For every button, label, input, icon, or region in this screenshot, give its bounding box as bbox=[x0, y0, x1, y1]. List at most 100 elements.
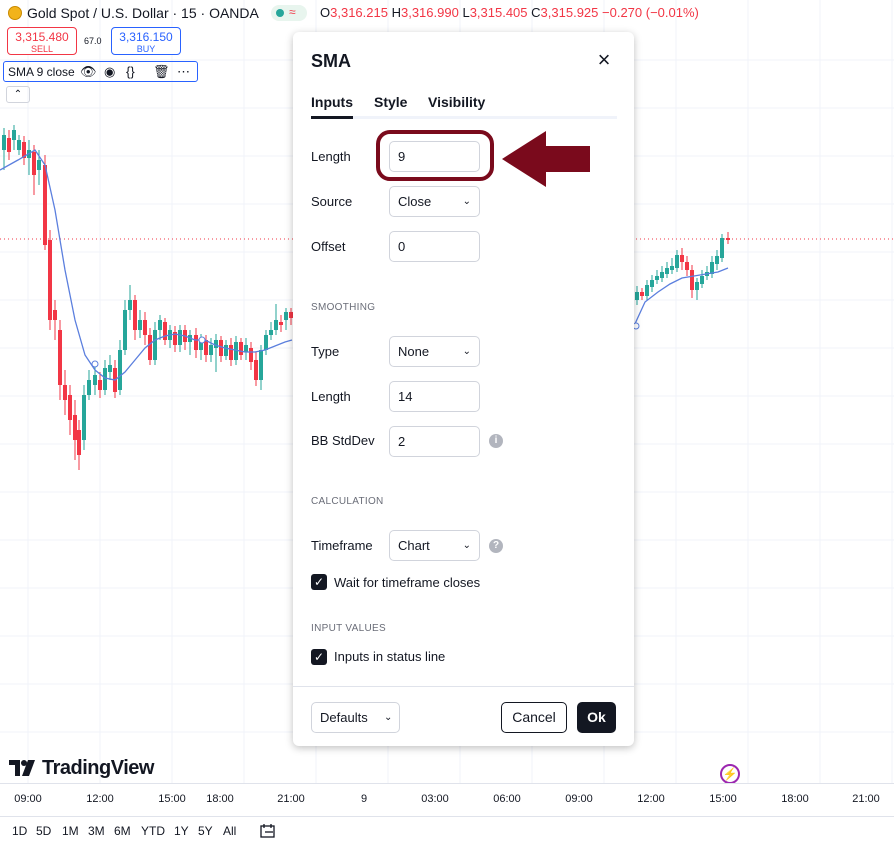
buy-button[interactable]: 3,316.150 BUY bbox=[111, 27, 181, 55]
time-tick: 21:00 bbox=[277, 793, 305, 805]
ohlc-readout: O3,316.215 H3,316.990 L3,315.405 C3,315.… bbox=[320, 5, 699, 20]
sma-point-marker[interactable] bbox=[91, 360, 99, 368]
defaults-dropdown[interactable]: Defaults ⌄ bbox=[311, 702, 400, 733]
candle-body bbox=[22, 142, 26, 158]
smoothing-length-input[interactable]: 14 bbox=[389, 381, 480, 412]
sma-line bbox=[0, 149, 293, 381]
date-range-icon[interactable] bbox=[259, 822, 277, 840]
candle-body bbox=[640, 292, 644, 296]
highlight-annotation bbox=[376, 130, 494, 181]
candle-body bbox=[133, 300, 137, 330]
smoothing-section-header: SMOOTHING bbox=[311, 302, 376, 313]
time-tick: 09:00 bbox=[14, 793, 42, 805]
ohlc-open-label: O bbox=[320, 5, 331, 20]
type-label: Type bbox=[311, 344, 340, 359]
status-line-checkbox[interactable]: ✓ bbox=[311, 649, 327, 665]
lightning-icon[interactable]: ⚡ bbox=[720, 764, 740, 784]
offset-input[interactable]: 0 bbox=[389, 231, 480, 262]
range-toolbar: 1D 5D 1M 3M 6M YTD 1Y 5Y All bbox=[0, 816, 894, 846]
candle-body bbox=[685, 262, 689, 270]
range-5y[interactable]: 5Y bbox=[198, 824, 213, 838]
candle-body bbox=[234, 342, 238, 360]
candle-body bbox=[173, 332, 177, 345]
candle-body bbox=[53, 310, 57, 320]
candle-body bbox=[204, 340, 208, 355]
sell-label: SELL bbox=[30, 44, 54, 54]
ohlc-change: −0.270 (−0.01%) bbox=[602, 5, 699, 20]
candle-body bbox=[12, 130, 16, 140]
bb-stddev-input[interactable]: 2 bbox=[389, 426, 480, 457]
sma-point-marker[interactable] bbox=[198, 336, 206, 344]
candle-body bbox=[82, 395, 86, 440]
active-tab-indicator bbox=[311, 116, 353, 119]
market-status-badge[interactable]: ≈ bbox=[271, 5, 307, 21]
tradingview-logo-icon bbox=[9, 760, 35, 776]
range-all[interactable]: All bbox=[223, 824, 237, 838]
candle-body bbox=[269, 330, 273, 335]
length-input[interactable]: 9 bbox=[389, 141, 480, 172]
arrow-annotation-icon bbox=[502, 131, 590, 187]
candle-body bbox=[690, 270, 694, 290]
close-icon[interactable]: × bbox=[597, 47, 611, 72]
market-open-icon bbox=[276, 9, 284, 17]
candle-body bbox=[48, 240, 52, 320]
candle-body bbox=[284, 312, 288, 320]
candle-body bbox=[249, 348, 253, 362]
braces-icon[interactable]: {} bbox=[126, 64, 135, 79]
trash-icon[interactable]: 🗑 bbox=[153, 64, 170, 79]
sma-line bbox=[633, 267, 729, 327]
candle-body bbox=[37, 160, 41, 170]
info-icon[interactable]: i bbox=[489, 434, 503, 448]
range-ytd[interactable]: YTD bbox=[141, 824, 165, 838]
source-label: Source bbox=[311, 194, 353, 209]
candle-body bbox=[194, 335, 198, 350]
time-tick: 12:00 bbox=[637, 793, 665, 805]
ohlc-close-label: C bbox=[531, 5, 541, 20]
time-axis[interactable]: 09:00 12:00 15:00 18:00 21:00 9 03:00 06… bbox=[0, 783, 894, 814]
wait-timeframe-checkbox[interactable]: ✓ bbox=[311, 574, 327, 590]
candle-body bbox=[87, 380, 91, 395]
range-6m[interactable]: 6M bbox=[114, 824, 131, 838]
ohlc-low-label: L bbox=[462, 5, 470, 20]
range-1d[interactable]: 1D bbox=[12, 824, 28, 838]
range-5d[interactable]: 5D bbox=[36, 824, 52, 838]
candle-body bbox=[264, 335, 268, 350]
settings-icon[interactable]: ◉ bbox=[104, 64, 116, 79]
indicator-legend-sma[interactable]: SMA 9 close 👁 ◉ {} 🗑 ⋯ bbox=[3, 61, 198, 82]
data-status-icon: ≈ bbox=[289, 5, 296, 19]
indicator-label[interactable]: SMA 9 close bbox=[8, 65, 75, 79]
candle-body bbox=[32, 152, 36, 175]
candle-body bbox=[726, 238, 730, 240]
chevron-up-icon: ⌃ bbox=[13, 89, 23, 100]
chart-header: Gold Spot / U.S. Dollar · 15 · OANDA ≈ O… bbox=[0, 0, 894, 26]
type-select[interactable]: None ⌄ bbox=[389, 336, 480, 367]
candle-body bbox=[178, 330, 182, 345]
range-1m[interactable]: 1M bbox=[62, 824, 79, 838]
range-1y[interactable]: 1Y bbox=[174, 824, 189, 838]
collapse-legend-button[interactable]: ⌃ bbox=[6, 86, 30, 103]
tab-style[interactable]: Style bbox=[374, 94, 408, 110]
time-tick: 9 bbox=[360, 793, 368, 805]
eye-icon[interactable]: 👁 bbox=[80, 64, 97, 79]
tab-inputs[interactable]: Inputs bbox=[311, 94, 353, 110]
defaults-label: Defaults bbox=[320, 710, 368, 725]
gold-symbol-icon bbox=[8, 6, 22, 20]
cancel-button[interactable]: Cancel bbox=[501, 702, 567, 733]
candle-body bbox=[128, 300, 132, 310]
sell-button[interactable]: 3,315.480 SELL bbox=[7, 27, 77, 55]
candle-body bbox=[63, 385, 67, 400]
time-tick: 15:00 bbox=[709, 793, 737, 805]
symbol-title[interactable]: Gold Spot / U.S. Dollar · 15 · OANDA bbox=[27, 5, 259, 21]
tab-visibility[interactable]: Visibility bbox=[428, 94, 486, 110]
time-tick: 03:00 bbox=[421, 793, 449, 805]
ok-button[interactable]: Ok bbox=[577, 702, 616, 733]
range-3m[interactable]: 3M bbox=[88, 824, 105, 838]
help-icon[interactable]: ? bbox=[489, 539, 503, 553]
source-select[interactable]: Close ⌄ bbox=[389, 186, 480, 217]
smoothing-length-label: Length bbox=[311, 389, 351, 404]
candle-body bbox=[123, 310, 127, 350]
timeframe-select[interactable]: Chart ⌄ bbox=[389, 530, 480, 561]
offset-label: Offset bbox=[311, 239, 346, 254]
more-icon[interactable]: ⋯ bbox=[177, 64, 190, 79]
candle-body bbox=[209, 345, 213, 355]
